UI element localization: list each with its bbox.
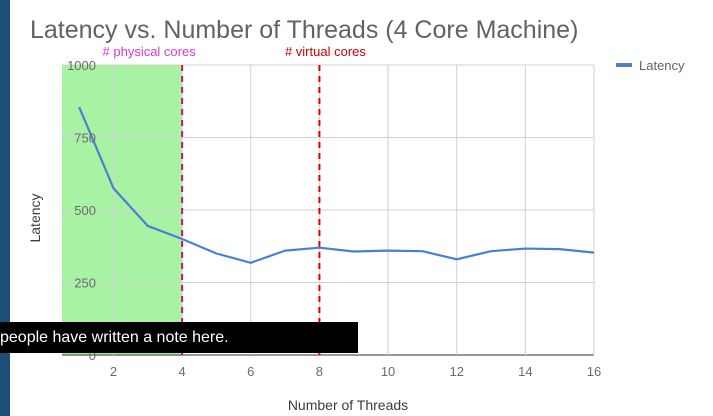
- annotation-virtual-cores: # virtual cores: [285, 44, 366, 59]
- note-banner: people have written a note here.: [0, 322, 358, 353]
- legend: Latency: [616, 58, 685, 73]
- y-tick-label: 1000: [67, 58, 96, 73]
- x-tick-label: 4: [179, 364, 186, 379]
- chart-title: Latency vs. Number of Threads (4 Core Ma…: [30, 16, 578, 44]
- y-tick-label: 0: [89, 348, 96, 363]
- y-tick-label: 500: [74, 203, 96, 218]
- x-tick-label: 12: [449, 364, 463, 379]
- x-tick-label: 6: [247, 364, 254, 379]
- x-tick-label: 8: [316, 364, 323, 379]
- latency-series-line: [78, 106, 595, 264]
- y-tick-label: 250: [74, 276, 96, 291]
- y-axis-title: Latency: [27, 193, 43, 242]
- y-tick-label: 750: [74, 131, 96, 146]
- x-tick-label: 14: [518, 364, 532, 379]
- x-tick-label: 10: [381, 364, 395, 379]
- x-axis-title: Number of Threads: [288, 397, 408, 413]
- x-tick-label: 2: [110, 364, 117, 379]
- legend-label-latency: Latency: [639, 58, 685, 73]
- x-tick-label: 16: [587, 364, 601, 379]
- annotation-physical-cores: # physical cores: [103, 44, 197, 59]
